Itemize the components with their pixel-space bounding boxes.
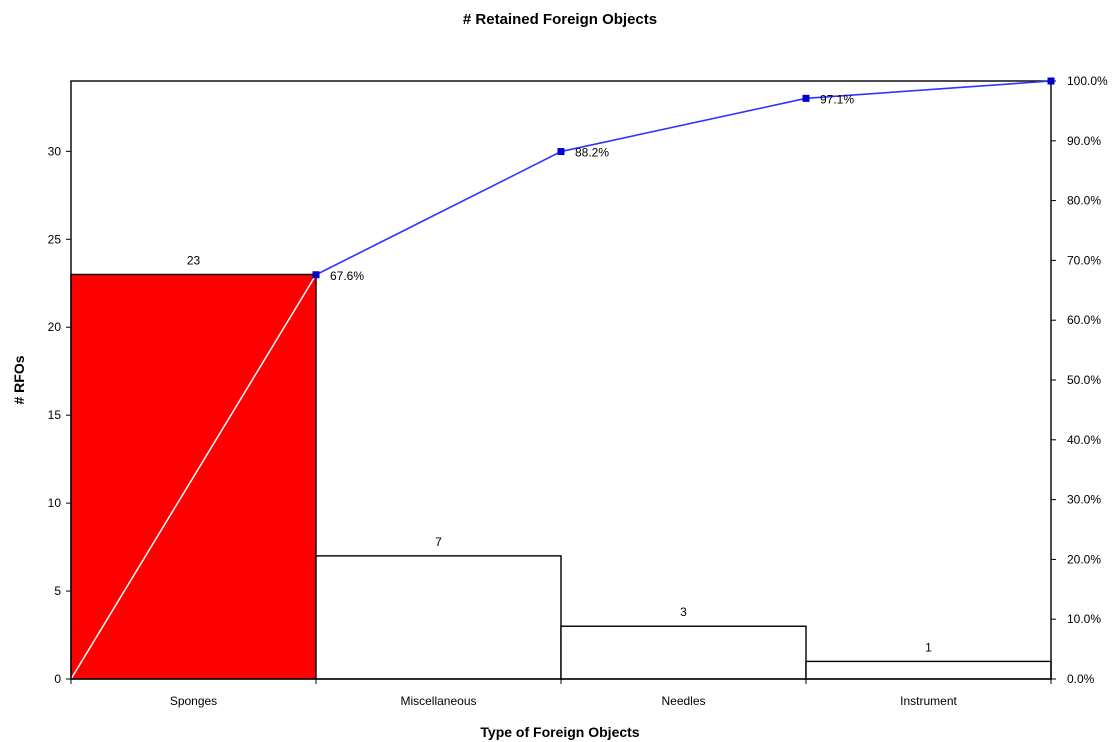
y2-tick-label: 70.0%: [1067, 253, 1101, 267]
y-tick-label: 15: [48, 408, 62, 422]
y-tick-label: 10: [48, 496, 62, 510]
bar-instrument: [805, 660, 1052, 680]
diagonal-line-group: [70, 274, 317, 680]
y2-tick-label: 10.0%: [1067, 612, 1101, 626]
diagonal-line: [70, 274, 317, 680]
y-tick-label: 0: [54, 672, 61, 686]
cumulative-marker: [1047, 77, 1055, 85]
y2-tick-label: 80.0%: [1067, 194, 1101, 208]
cumulative-marker: [802, 94, 810, 102]
y-tick-label: 5: [54, 584, 61, 598]
y-tick-label: 20: [48, 320, 62, 334]
bar-needles: [560, 625, 807, 680]
cumulative-marker: [557, 148, 565, 156]
y2-tick-label: 60.0%: [1067, 313, 1101, 327]
y-axis-title: # RFOs: [11, 355, 27, 404]
x-axis: Sponges Miscellaneous Needles Instrument: [70, 679, 1052, 708]
bar-data-label: 1: [925, 640, 932, 654]
x-tick-label: Instrument: [900, 694, 957, 708]
y-tick-label: 25: [48, 232, 62, 246]
bar-miscellaneous: [315, 555, 562, 680]
y2-tick-label: 40.0%: [1067, 433, 1101, 447]
x-tick-label: Miscellaneous: [400, 694, 476, 708]
y2-tick-label: 0.0%: [1067, 672, 1095, 686]
bar-data-label: 7: [435, 535, 442, 549]
x-axis-title: Type of Foreign Objects: [480, 724, 639, 740]
cumulative-data-label: 67.6%: [330, 269, 364, 283]
chart-title: # Retained Foreign Objects: [463, 11, 657, 28]
y2-tick-label: 100.0%: [1067, 74, 1108, 88]
y-axis-left: 0 5 10 15 20 25 30: [48, 144, 71, 686]
y-tick-label: 30: [48, 144, 62, 158]
y2-tick-label: 20.0%: [1067, 552, 1101, 566]
x-tick-label: Sponges: [170, 694, 217, 708]
cumulative-line-series: [312, 77, 1055, 279]
cumulative-data-label: 97.1%: [820, 92, 854, 106]
bar-series: [70, 273, 1052, 680]
y2-tick-label: 50.0%: [1067, 373, 1101, 387]
cumulative-line: [315, 80, 1052, 276]
x-tick-label: Needles: [661, 694, 705, 708]
y-axis-right: 0.0% 10.0% 20.0% 30.0% 40.0% 50.0% 60.0% 70.0% 8…: [1051, 74, 1108, 686]
y2-tick-label: 30.0%: [1067, 493, 1101, 507]
data-labels: 23 7 3 1 67.6% 88.2% 97.1%: [187, 92, 932, 654]
y2-tick-label: 90.0%: [1067, 134, 1101, 148]
bar-data-label: 3: [680, 605, 687, 619]
bar-data-label: 23: [187, 253, 201, 267]
cumulative-data-label: 88.2%: [575, 146, 609, 160]
cumulative-marker: [312, 271, 320, 279]
